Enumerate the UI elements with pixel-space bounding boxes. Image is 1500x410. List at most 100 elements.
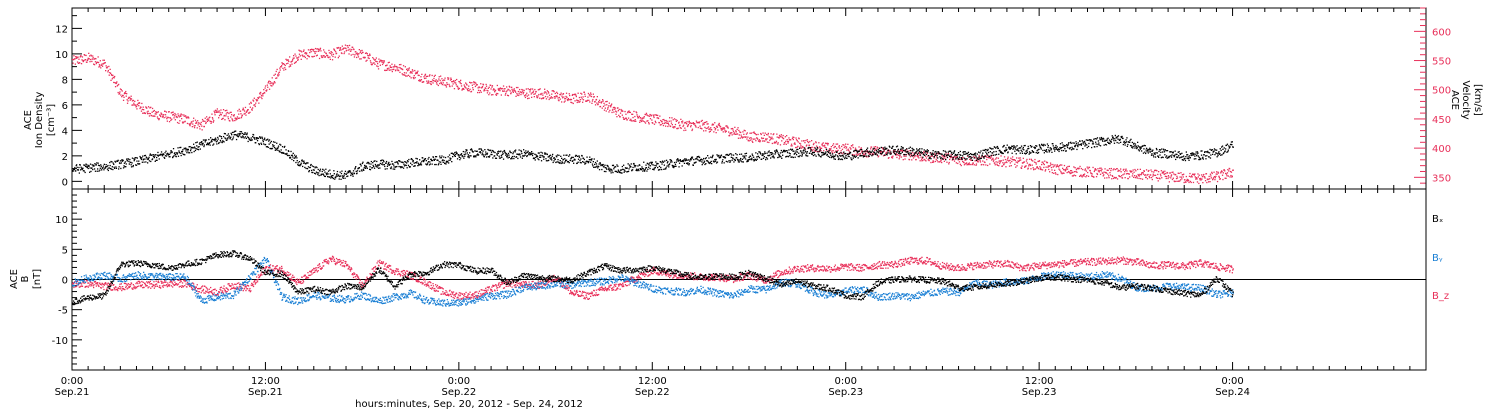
density-point — [284, 145, 286, 148]
density-point — [557, 159, 559, 161]
density-point — [883, 149, 885, 151]
velocity-point — [738, 134, 740, 136]
velocity-point — [162, 115, 164, 117]
density-point — [843, 153, 845, 155]
velocity-point — [648, 115, 651, 117]
velocity-point — [674, 123, 677, 126]
density-point — [885, 148, 887, 150]
velocity-point — [575, 94, 577, 96]
velocity-point — [325, 52, 327, 55]
velocity-point — [176, 116, 178, 119]
velocity-point — [1089, 170, 1091, 172]
density-point — [1085, 144, 1087, 146]
density-point — [1049, 150, 1051, 152]
velocity-point — [201, 129, 203, 131]
velocity-point — [1112, 169, 1114, 171]
velocity-point — [954, 156, 956, 158]
velocity-point — [458, 80, 460, 83]
velocity-point — [995, 157, 998, 159]
density-point — [768, 155, 770, 157]
density-point — [1014, 150, 1016, 152]
velocity-point — [484, 89, 486, 92]
velocity-point — [907, 153, 910, 156]
density-point — [260, 143, 263, 145]
density-point — [561, 162, 564, 164]
velocity-point — [679, 127, 681, 129]
density-point — [1020, 149, 1022, 151]
velocity-point — [179, 114, 181, 116]
density-point — [627, 170, 630, 172]
velocity-point — [460, 79, 462, 81]
density-point — [402, 161, 404, 164]
density-point — [871, 150, 874, 152]
velocity-point — [1135, 170, 1137, 172]
density-point — [588, 159, 590, 161]
velocity-point — [418, 74, 420, 77]
density-point — [388, 161, 390, 164]
density-point — [1111, 135, 1113, 137]
density-point — [635, 165, 637, 167]
density-point — [947, 154, 949, 156]
density-point — [723, 162, 725, 164]
density-point — [620, 169, 623, 171]
density-point — [384, 165, 386, 168]
velocity-point — [971, 163, 974, 166]
velocity-point — [892, 155, 894, 157]
density-point — [818, 154, 820, 156]
velocity-point — [262, 93, 264, 95]
density-point — [724, 157, 727, 159]
density-point — [322, 168, 324, 170]
density-point — [190, 148, 192, 150]
density-point — [151, 158, 154, 160]
velocity-point — [663, 122, 665, 125]
velocity-point — [793, 143, 795, 145]
density-point — [318, 174, 320, 177]
velocity-point — [996, 163, 998, 165]
velocity-point — [770, 133, 772, 135]
density-point — [529, 152, 531, 154]
density-point — [832, 156, 835, 158]
density-point — [453, 153, 455, 155]
velocity-point — [675, 120, 677, 122]
velocity-point — [615, 113, 617, 115]
density-point — [975, 155, 977, 157]
velocity-point — [838, 146, 840, 148]
velocity-point — [567, 98, 569, 100]
density-point — [174, 153, 176, 156]
density-point — [839, 158, 841, 161]
density-point — [757, 155, 760, 157]
velocity-point — [959, 158, 961, 160]
density-point — [957, 158, 959, 160]
density-point — [235, 130, 237, 132]
density-point — [398, 165, 400, 168]
density-point — [231, 131, 234, 134]
density-point — [838, 152, 840, 155]
density-point — [748, 159, 750, 161]
velocity-point — [362, 51, 364, 54]
density-point — [589, 159, 591, 161]
velocity-point — [183, 115, 185, 117]
density-point — [531, 154, 534, 157]
density-point — [686, 159, 688, 161]
density-point — [871, 155, 873, 157]
density-point — [985, 151, 987, 153]
velocity-point — [179, 120, 181, 122]
density-point — [1110, 141, 1112, 143]
density-point — [327, 170, 330, 172]
velocity-point — [1144, 174, 1146, 176]
density-point — [844, 156, 846, 158]
velocity-point — [831, 150, 833, 152]
velocity-point — [85, 54, 87, 57]
velocity-point — [1192, 181, 1195, 184]
velocity-point — [302, 50, 305, 52]
velocity-point — [517, 86, 519, 89]
density-point — [656, 162, 658, 165]
velocity-point — [110, 79, 112, 81]
density-point — [798, 156, 800, 158]
density-point — [339, 171, 341, 173]
density-point — [729, 161, 731, 163]
velocity-point — [1049, 162, 1052, 164]
density-point — [988, 155, 991, 158]
velocity-point — [513, 88, 515, 90]
